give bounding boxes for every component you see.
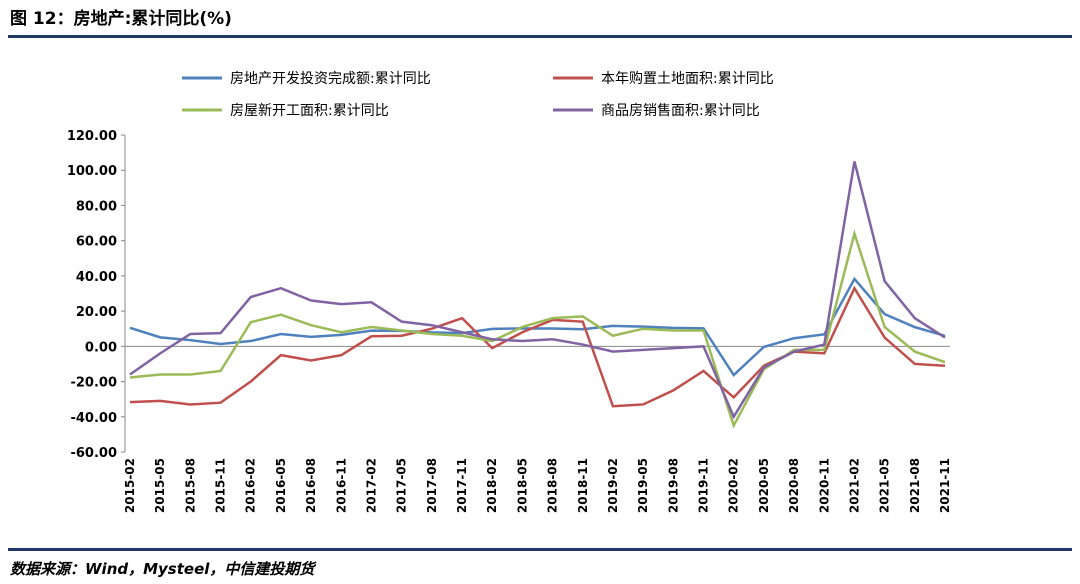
x-tick-label: 2020-11 (817, 458, 831, 513)
x-tick-label: 2016-11 (334, 458, 348, 513)
x-tick-label: 2021-11 (938, 458, 952, 513)
footer-rule (8, 548, 1072, 551)
x-tick-label: 2018-05 (515, 458, 529, 513)
y-tick-label: -40.00 (70, 411, 117, 426)
y-tick-label: 0.00 (85, 340, 117, 355)
y-tick-label: 20.00 (76, 305, 117, 320)
y-tick-label: 120.00 (67, 129, 117, 144)
x-tick-label: 2020-02 (727, 458, 741, 513)
y-tick-label: -20.00 (70, 376, 117, 391)
x-tick-label: 2016-05 (274, 458, 288, 513)
x-tick-label: 2019-05 (636, 458, 650, 513)
x-tick-label: 2021-02 (847, 458, 861, 513)
series-line (129, 229, 946, 429)
x-tick-label: 2018-11 (576, 458, 590, 513)
x-tick-label: 2015-11 (214, 458, 228, 513)
x-tick-label: 2017-05 (395, 458, 409, 513)
x-tick-label: 2018-02 (485, 458, 499, 513)
x-tick-label: 2016-08 (304, 458, 318, 513)
chart-title: 图 12：房地产:累计同比(%) (10, 8, 232, 29)
y-tick-label: -60.00 (70, 446, 117, 461)
x-tick-label: 2021-05 (878, 458, 892, 513)
y-tick-label: 80.00 (76, 199, 117, 214)
x-tick-label: 2017-08 (425, 458, 439, 513)
x-tick-label: 2015-02 (123, 458, 137, 513)
x-tick-label: 2019-02 (606, 458, 620, 513)
x-tick-label: 2020-08 (787, 458, 801, 513)
x-tick-label: 2019-08 (666, 458, 680, 513)
legend-label: 本年购置土地面积:累计同比 (601, 71, 774, 87)
x-tick-label: 2017-11 (455, 458, 469, 513)
legend-label: 房屋新开工面积:累计同比 (230, 103, 389, 119)
x-tick-label: 2021-08 (908, 458, 922, 513)
x-tick-label: 2015-05 (153, 458, 167, 513)
x-tick-label: 2020-05 (757, 458, 771, 513)
y-tick-label: 40.00 (76, 270, 117, 285)
x-tick-label: 2019-11 (697, 458, 711, 513)
y-tick-label: 60.00 (76, 235, 117, 250)
legend-label: 房地产开发投资完成额:累计同比 (230, 71, 431, 87)
series-line (129, 161, 946, 420)
x-tick-label: 2018-08 (546, 458, 560, 513)
x-tick-label: 2017-02 (364, 458, 378, 513)
y-tick-label: 100.00 (67, 164, 117, 179)
x-tick-label: 2016-02 (244, 458, 258, 513)
header-rule (8, 35, 1072, 38)
x-tick-label: 2015-08 (183, 458, 197, 513)
series-line (129, 285, 946, 408)
source-note: 数据来源：Wind，Mysteel，中信建投期货 (10, 560, 317, 578)
series-line (129, 276, 946, 377)
legend-label: 商品房销售面积:累计同比 (601, 103, 760, 119)
